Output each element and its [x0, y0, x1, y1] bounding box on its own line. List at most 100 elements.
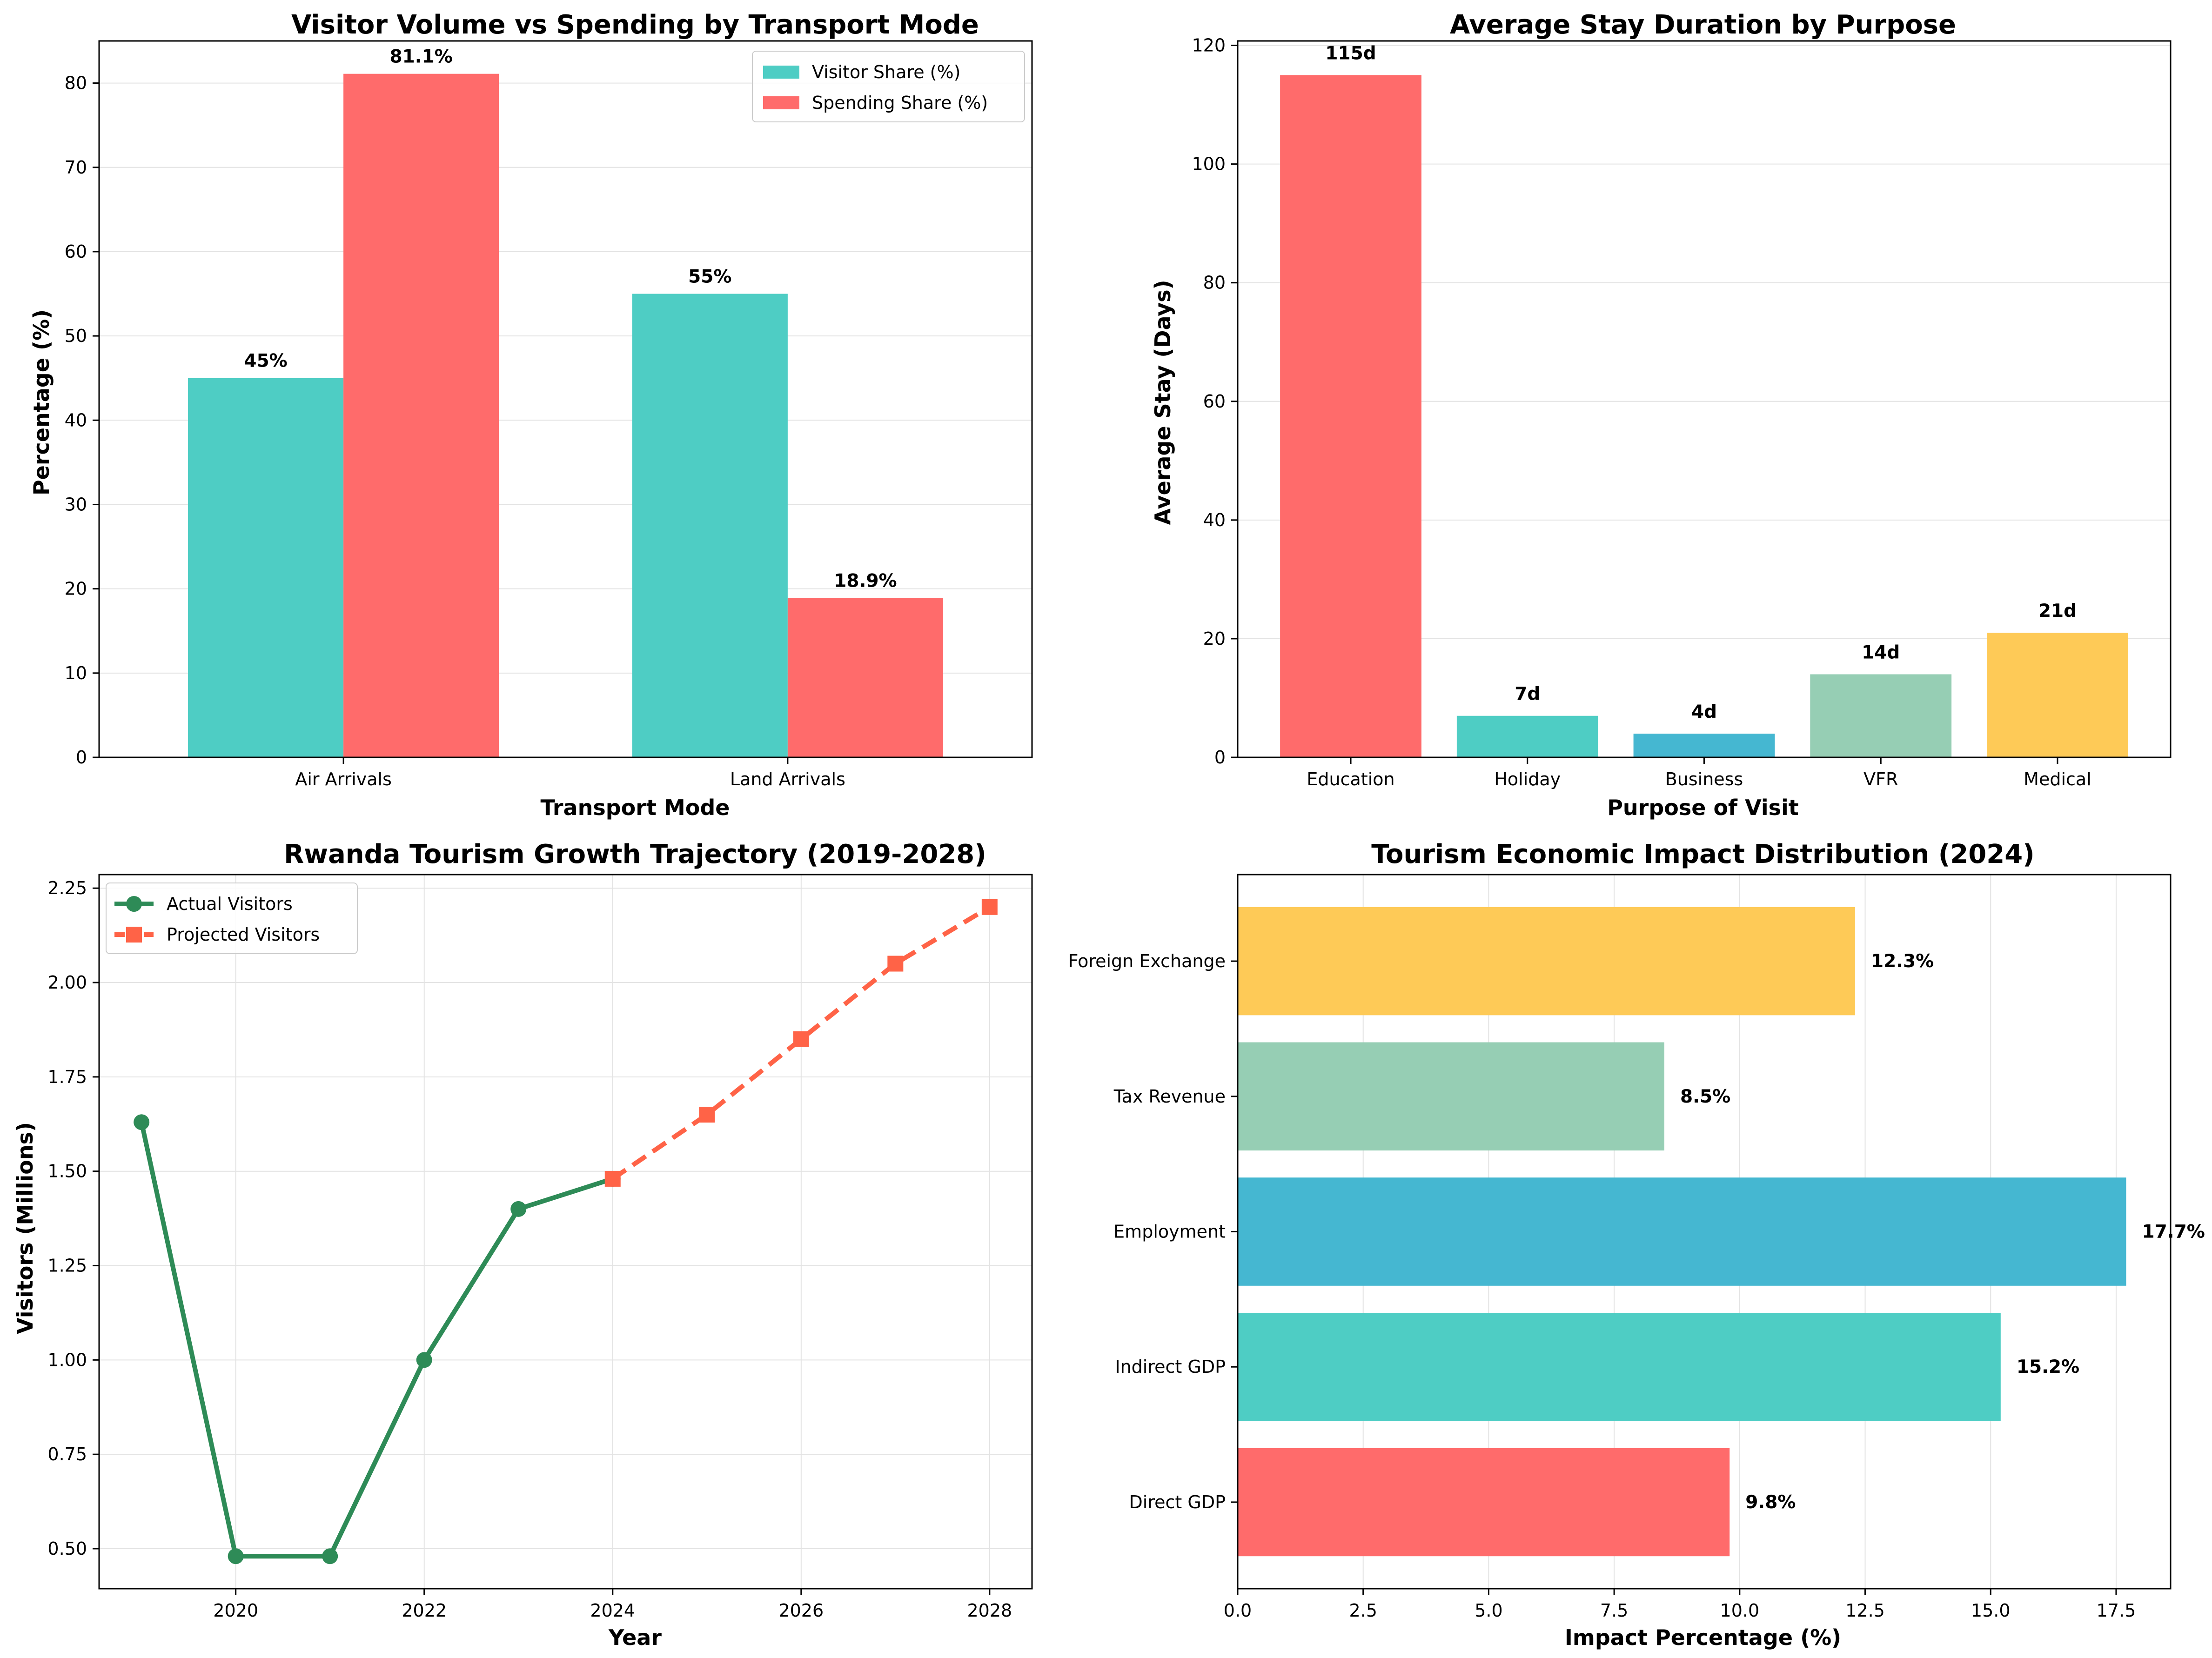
ytick-label: Tax Revenue [1113, 1086, 1226, 1107]
xtick-label: 0.0 [1224, 1600, 1252, 1621]
xtick-label: 15.0 [1971, 1600, 2011, 1621]
legend-swatch [763, 96, 799, 109]
data-label: 17.7% [2142, 1222, 2205, 1243]
bar-visitor-1 [632, 294, 788, 757]
ytick-label: 1.25 [47, 1256, 87, 1276]
axes-frame [98, 40, 1033, 758]
point-projected [793, 1031, 809, 1047]
legend-marker [126, 896, 142, 912]
data-label: 14d [1862, 642, 1900, 663]
ytick-label: 120 [1192, 35, 1226, 56]
xtick-label: Medical [2024, 769, 2091, 789]
ytick-label: 80 [65, 73, 87, 94]
point-projected [699, 1106, 715, 1123]
data-label: 12.3% [1871, 951, 1934, 972]
xtick-label: 2024 [590, 1600, 635, 1621]
transport-chart-title: Visitor Volume vs Spending by Transport … [291, 10, 979, 40]
legend-box [106, 882, 358, 954]
bar-indirect-gdp [1238, 1312, 2001, 1421]
point-actual [322, 1548, 338, 1564]
bar-holiday [1456, 715, 1598, 757]
xtick-label: 7.5 [1600, 1600, 1628, 1621]
data-label: 4d [1691, 702, 1717, 722]
ytick-label: 60 [65, 241, 87, 262]
ytick-label: Employment [1113, 1222, 1226, 1242]
stay-chart: Average Stay Duration by Purpose Purpose… [1150, 10, 2172, 820]
ytick-label: 1.50 [47, 1161, 87, 1182]
ytick-label: 2.00 [47, 972, 87, 993]
data-label: 81.1% [390, 47, 453, 67]
xtick-label: 2.5 [1349, 1600, 1377, 1621]
stay-chart-xlabel: Purpose of Visit [1607, 795, 1799, 820]
bar-vfr [1810, 674, 1952, 757]
legend-marker [126, 927, 142, 943]
bar-direct-gdp [1238, 1448, 1730, 1557]
series-line-actual [139, 1120, 615, 1559]
xtick-label: Holiday [1494, 769, 1561, 789]
ytick-label: 10 [65, 663, 87, 683]
bar-education [1280, 75, 1421, 757]
ytick-label: Direct GDP [1129, 1492, 1226, 1512]
ytick-label: Foreign Exchange [1068, 951, 1226, 971]
transport-chart-ylabel: Percentage (%) [29, 309, 54, 495]
legend: Actual Visitors Projected Visitors [106, 882, 358, 954]
ytick-label: 60 [1203, 391, 1226, 412]
ytick-label: 0 [76, 747, 87, 768]
xtick-label: 10.0 [1720, 1600, 1760, 1621]
bar-tax-revenue [1238, 1042, 1665, 1151]
xtick-label: Land Arrivals [730, 769, 845, 789]
ytick-label: 0.75 [47, 1444, 87, 1464]
xtick-label: 2020 [213, 1600, 258, 1621]
point-projected [887, 956, 904, 972]
ytick-label: Indirect GDP [1115, 1357, 1226, 1377]
xtick-label: 2026 [778, 1600, 824, 1621]
xtick-label: 12.5 [1845, 1600, 1885, 1621]
ytick-label: 100 [1192, 154, 1226, 174]
xtick-label: 2028 [967, 1600, 1012, 1621]
ytick-label: 80 [1203, 273, 1226, 293]
ytick-label: 0.50 [47, 1538, 87, 1559]
growth-chart-xlabel: Year [608, 1625, 662, 1650]
bar-medical [1987, 633, 2128, 757]
data-label: 45% [244, 351, 287, 372]
data-label: 18.9% [834, 571, 897, 592]
axes-frame [1237, 874, 2172, 1590]
axes-frame [1237, 40, 2172, 758]
xtick-label: Air Arrivals [295, 769, 392, 789]
point-actual [510, 1201, 527, 1217]
legend-swatch [763, 66, 799, 79]
point-actual [134, 1114, 150, 1130]
ytick-label: 0 [1214, 747, 1226, 768]
data-label: 7d [1515, 684, 1540, 705]
legend-box [752, 51, 1025, 122]
legend: Visitor Share (%) Spending Share (%) [752, 51, 1025, 122]
xtick-label: 17.5 [2097, 1600, 2136, 1621]
transport-chart: Visitor Volume vs Spending by Transport … [29, 10, 1033, 820]
ytick-label: 20 [1203, 628, 1226, 649]
growth-chart-ylabel: Visitors (Millions) [13, 1122, 38, 1334]
data-label: 9.8% [1745, 1492, 1796, 1513]
ytick-label: 50 [65, 326, 87, 346]
bar-foreign-exchange [1238, 907, 1855, 1016]
xtick-label: Business [1665, 769, 1743, 789]
xtick-label: 2022 [402, 1600, 447, 1621]
transport-chart-xlabel: Transport Mode [541, 795, 730, 820]
xtick-label: Education [1307, 769, 1394, 789]
impact-chart: Tourism Economic Impact Distribution (20… [1068, 839, 2205, 1650]
stay-chart-title: Average Stay Duration by Purpose [1450, 10, 1956, 40]
point-projected [604, 1170, 621, 1187]
legend-label: Projected Visitors [167, 924, 320, 945]
legend-label: Actual Visitors [167, 894, 293, 914]
ytick-label: 1.00 [47, 1350, 87, 1370]
growth-chart-title: Rwanda Tourism Growth Trajectory (2019-2… [284, 839, 986, 869]
ytick-label: 40 [1203, 510, 1226, 530]
legend-label: Visitor Share (%) [812, 62, 960, 82]
point-projected [981, 899, 998, 915]
data-label: 21d [2038, 601, 2077, 622]
ytick-label: 1.75 [47, 1067, 87, 1087]
impact-chart-title: Tourism Economic Impact Distribution (20… [1371, 839, 2035, 869]
growth-chart: Rwanda Tourism Growth Trajectory (2019-2… [13, 839, 1033, 1650]
ytick-label: 20 [65, 579, 87, 599]
xtick-label: VFR [1863, 769, 1898, 789]
